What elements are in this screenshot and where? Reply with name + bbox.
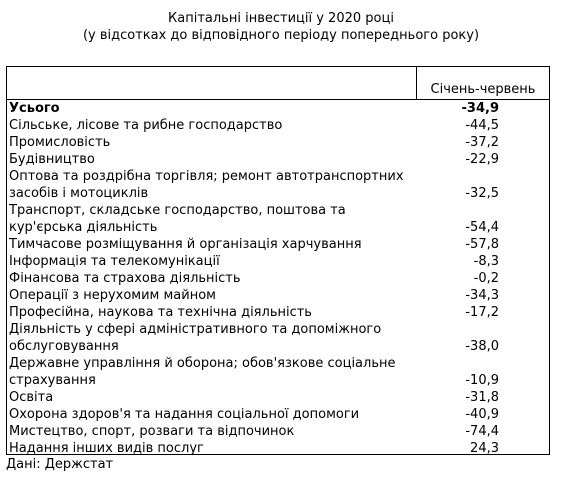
- row-value: -37,2: [465, 135, 499, 150]
- table-row: Усього -34,9: [7, 100, 549, 117]
- row-label: Будівництво: [9, 152, 95, 167]
- row-value: -22,9: [465, 152, 499, 167]
- row-value: -38,0: [465, 339, 499, 354]
- row-value: -0,2: [473, 271, 499, 286]
- table-row: Діяльність у сфері адміністративного та …: [7, 321, 549, 355]
- table-row: Операції з нерухомим майном -34,3: [7, 287, 549, 304]
- table-row: Тимчасове розміщування й організація хар…: [7, 236, 549, 253]
- row-value: -54,4: [465, 220, 499, 235]
- row-label: Інформація та телекомунікації: [9, 254, 220, 269]
- row-label: Діяльність у сфері адміністративного та …: [9, 322, 382, 354]
- row-label: Транспорт, складське господарство, пошто…: [9, 203, 346, 235]
- column-header-period: Січень-червень: [430, 82, 536, 97]
- row-label: Надання інших видів послуг: [9, 441, 204, 456]
- table-row: Будівництво -22,9: [7, 151, 549, 168]
- row-label: Тимчасове розміщування й організація хар…: [9, 237, 362, 252]
- row-label: Державне управління й оборона; обов'язко…: [9, 356, 396, 388]
- table-row: Транспорт, складське господарство, пошто…: [7, 202, 549, 236]
- table-row: Промисловість -37,2: [7, 134, 549, 151]
- table-row: Мистецтво, спорт, розваги та відпочинок -…: [7, 423, 549, 440]
- row-value: -34,9: [461, 101, 499, 116]
- source-note: Дані: Держстат: [6, 457, 114, 472]
- row-label: Мистецтво, спорт, розваги та відпочинок: [9, 424, 295, 439]
- row-label: Освіта: [9, 390, 54, 405]
- row-value: 24,3: [470, 441, 499, 456]
- row-value: -17,2: [465, 305, 499, 320]
- table-body: Усього -34,9 Сільське, лісове та рибне гос…: [7, 100, 549, 457]
- row-value: -32,5: [465, 186, 499, 201]
- row-value: -57,8: [465, 237, 499, 252]
- row-label: Професійна, наукова та технічна діяльніс…: [9, 305, 312, 320]
- table-row: Оптова та роздрібна торгівля; ремонт авт…: [7, 168, 549, 202]
- table-row: Сільське, лісове та рибне господарство -4…: [7, 117, 549, 134]
- investment-table: Січень-червень Усього -34,9 Сільське, лісо…: [6, 66, 550, 457]
- page-subtitle: (у відсотках до відповідного періоду поп…: [82, 28, 480, 43]
- table-header-row: Січень-червень: [7, 67, 549, 100]
- row-label: Сільське, лісове та рибне господарство: [9, 118, 283, 133]
- table-row: Інформація та телекомунікації -8,3: [7, 253, 549, 270]
- table-row: Охорона здоров'я та надання соціальної д…: [7, 406, 549, 423]
- row-value: -10,9: [465, 373, 499, 388]
- row-label: Операції з нерухомим майном: [9, 288, 216, 303]
- column-divider: [416, 67, 417, 100]
- table-row: Фінансова та страхова діяльність -0,2: [7, 270, 549, 287]
- table-row: Освіта -31,8: [7, 389, 549, 406]
- table-row: Державне управління й оборона; обов'язко…: [7, 355, 549, 389]
- row-value: -40,9: [465, 407, 499, 422]
- row-label: Оптова та роздрібна торгівля; ремонт авт…: [9, 169, 404, 201]
- row-value: -31,8: [465, 390, 499, 405]
- row-label: Охорона здоров'я та надання соціальної д…: [9, 407, 360, 422]
- page-title: Капітальні інвестиції у 2020 році: [168, 11, 394, 26]
- row-label: Промисловість: [9, 135, 111, 150]
- row-label: Усього: [9, 101, 60, 116]
- table-row: Професійна, наукова та технічна діяльніс…: [7, 304, 549, 321]
- table-row: Надання інших видів послуг 24,3: [7, 440, 549, 457]
- row-value: -74,4: [465, 424, 499, 439]
- row-value: -44,5: [465, 118, 499, 133]
- row-value: -8,3: [473, 254, 499, 269]
- row-value: -34,3: [465, 288, 499, 303]
- row-label: Фінансова та страхова діяльність: [9, 271, 241, 286]
